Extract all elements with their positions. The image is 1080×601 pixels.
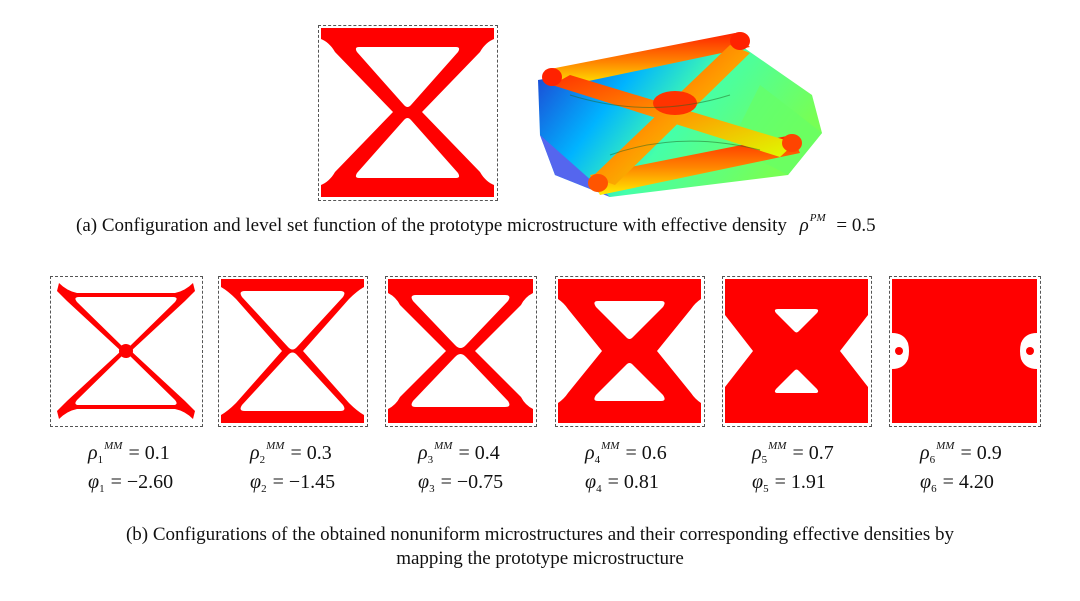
density-label-3: ρ3MM = 0.4 φ3 = −0.75	[418, 440, 568, 498]
rho-subscript: 1	[97, 454, 104, 466]
rho-symbol: ρ	[250, 442, 260, 464]
phi-value: = −2.60	[110, 471, 174, 493]
phi-value: = −0.75	[440, 471, 504, 493]
rho-symbol: ρ	[88, 442, 98, 464]
phi-value: = 4.20	[942, 471, 994, 493]
microstructure-cell-5	[722, 276, 872, 427]
rho-superscript: MM	[104, 440, 123, 452]
ridge-top	[545, 33, 750, 87]
microstructure-cell-2	[218, 276, 368, 427]
phi-symbol: φ	[88, 471, 100, 493]
caption-b-line-2: mapping the prototype microstructure	[396, 548, 684, 569]
microstructure-cell-1	[50, 276, 203, 427]
phi-symbol: φ	[920, 471, 932, 493]
prototype-microstructure-figure	[321, 28, 494, 197]
rho-subscript: 2	[259, 454, 266, 466]
rho-superscript: MM	[434, 440, 453, 452]
phi-subscript: 2	[261, 483, 267, 495]
phi-symbol: φ	[418, 471, 430, 493]
caption-panel-a: (a) Configuration and level set function…	[76, 212, 1006, 240]
caption-a-text: (a) Configuration and level set function…	[76, 215, 787, 236]
ridge-bottom	[590, 135, 800, 195]
phi-symbol: φ	[585, 471, 597, 493]
caption-a-density-symbol: ρ	[799, 215, 809, 236]
phi-subscript: 4	[596, 483, 602, 495]
phi-subscript: 5	[763, 483, 769, 495]
phi-value: = −1.45	[272, 471, 336, 493]
phi-subscript: 6	[931, 483, 937, 495]
rho-symbol: ρ	[585, 442, 595, 464]
microstructure-figure-6	[892, 279, 1037, 423]
rho-superscript: MM	[601, 440, 620, 452]
level-set-function-surface	[538, 32, 822, 197]
phi-subscript: 1	[99, 483, 105, 495]
rho-value: = 0.6	[625, 442, 667, 464]
density-label-6: ρ6MM = 0.9 φ6 = 4.20	[920, 440, 1070, 498]
phi-symbol: φ	[752, 471, 764, 493]
rho-value: = 0.3	[290, 442, 332, 464]
rho-subscript: 5	[761, 454, 768, 466]
prototype-microstructure-frame	[318, 25, 498, 201]
rho-subscript: 3	[427, 454, 434, 466]
rho-subscript: 4	[594, 454, 601, 466]
microstructure-figure-5	[725, 279, 868, 423]
caption-a-density-value: = 0.5	[836, 215, 876, 236]
caption-panel-b: (b) Configurations of the obtained nonun…	[40, 523, 1040, 571]
rho-superscript: MM	[266, 440, 285, 452]
rho-value: = 0.4	[458, 442, 500, 464]
microstructure-figure-1	[57, 283, 195, 419]
ridge-diagonal-2	[592, 45, 750, 185]
microstructure-cell-4	[555, 276, 705, 427]
rho-value: = 0.7	[792, 442, 834, 464]
rho-value: = 0.1	[128, 442, 170, 464]
rho-subscript: 6	[929, 454, 936, 466]
microstructure-figure-3	[388, 279, 533, 423]
phi-value: = 1.91	[774, 471, 826, 493]
rho-symbol: ρ	[752, 442, 762, 464]
density-label-2: ρ2MM = 0.3 φ2 = −1.45	[250, 440, 400, 498]
microstructure-figure-2	[221, 279, 364, 423]
density-label-1: ρ1MM = 0.1 φ1 = −2.60	[88, 440, 238, 498]
microstructure-cell-3	[385, 276, 537, 427]
rho-superscript: MM	[936, 440, 955, 452]
microstructure-figure-4	[558, 279, 701, 423]
phi-symbol: φ	[250, 471, 262, 493]
rho-superscript: MM	[768, 440, 787, 452]
density-label-5: ρ5MM = 0.7 φ5 = 1.91	[752, 440, 902, 498]
density-label-4: ρ4MM = 0.6 φ4 = 0.81	[585, 440, 735, 498]
caption-b-line-1: (b) Configurations of the obtained nonun…	[125, 524, 955, 545]
rho-symbol: ρ	[920, 442, 930, 464]
microstructure-cell-6	[889, 276, 1041, 427]
rho-symbol: ρ	[418, 442, 428, 464]
phi-subscript: 3	[429, 483, 435, 495]
caption-a-density-superscript: PM	[809, 212, 826, 224]
rho-value: = 0.9	[960, 442, 1002, 464]
phi-value: = 0.81	[607, 471, 659, 493]
